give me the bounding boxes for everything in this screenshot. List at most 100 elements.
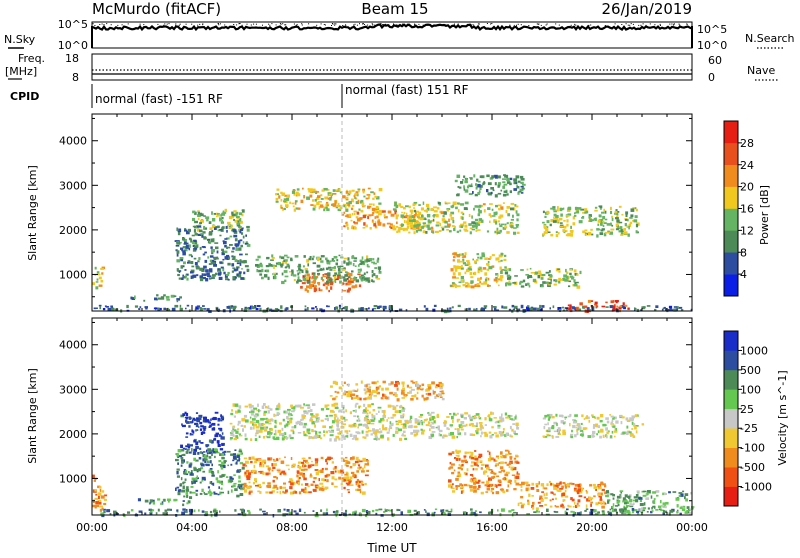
power-echo-pixel bbox=[474, 193, 478, 197]
power-echo-pixel bbox=[412, 227, 416, 231]
power-echo-pixel bbox=[220, 213, 223, 217]
power-echo-pixel bbox=[552, 305, 555, 309]
velocity-echo-pixel bbox=[367, 462, 369, 466]
velocity-echo-pixel bbox=[484, 417, 487, 421]
velocity-echo-pixel bbox=[474, 455, 477, 459]
velocity-echo-pixel bbox=[423, 509, 426, 511]
nsearch-point bbox=[478, 23, 480, 25]
velocity-echo-pixel bbox=[196, 469, 200, 472]
velocity-echo-pixel bbox=[475, 430, 479, 432]
power-echo-pixel bbox=[313, 277, 317, 280]
velocity-echo-pixel bbox=[297, 432, 302, 434]
velocity-echo-pixel bbox=[357, 459, 361, 463]
velocity-echo-pixel bbox=[201, 479, 204, 482]
power-echo-pixel bbox=[221, 248, 224, 252]
velocity-echo-pixel bbox=[183, 510, 188, 513]
velocity-echo-pixel bbox=[384, 509, 388, 512]
power-echo-pixel bbox=[178, 277, 183, 280]
power-echo-pixel bbox=[337, 208, 342, 212]
power-echo-pixel bbox=[234, 213, 238, 217]
velocity-echo-pixel bbox=[370, 419, 375, 422]
velocity-echo-pixel bbox=[469, 416, 472, 420]
power-echo-pixel bbox=[100, 279, 104, 283]
velocity-echo-pixel bbox=[454, 457, 457, 459]
velocity-echo-pixel bbox=[488, 511, 490, 515]
velocity-echo-pixel bbox=[201, 510, 205, 513]
velocity-echo-pixel bbox=[363, 409, 366, 413]
power-echo-pixel bbox=[484, 278, 488, 282]
velocity-echo-pixel bbox=[336, 391, 340, 394]
power-echo-pixel bbox=[568, 307, 571, 311]
power-echo-pixel bbox=[348, 261, 352, 265]
power-echo-pixel bbox=[420, 229, 422, 232]
velocity-echo-pixel bbox=[466, 451, 470, 454]
velocity-echo-pixel bbox=[313, 435, 318, 439]
velocity-echo-pixel bbox=[321, 478, 325, 481]
power-echo-pixel bbox=[326, 259, 329, 263]
power-echo-pixel bbox=[192, 274, 197, 278]
velocity-echo-pixel bbox=[221, 474, 225, 477]
power-echo-pixel bbox=[421, 214, 424, 217]
velocity-echo-pixel bbox=[478, 417, 482, 420]
power-echo-pixel bbox=[499, 266, 502, 270]
velocity-echo-pixel bbox=[355, 402, 359, 405]
velocity-echo-pixel bbox=[195, 446, 199, 450]
velocity-echo-pixel bbox=[443, 512, 446, 516]
power-echo-pixel bbox=[231, 270, 234, 273]
velocity-echo-pixel bbox=[176, 453, 180, 457]
velocity-echo-pixel bbox=[497, 479, 502, 483]
power-echo-pixel bbox=[486, 189, 489, 193]
power-echo-pixel bbox=[558, 217, 563, 221]
power-echo-pixel bbox=[203, 225, 206, 229]
velocity-echo-pixel bbox=[430, 416, 433, 419]
nsearch-point bbox=[202, 24, 204, 26]
velocity-echo-pixel bbox=[296, 474, 299, 478]
power-echo-pixel bbox=[221, 216, 224, 220]
power-echo-pixel bbox=[176, 268, 179, 272]
velocity-echo-pixel bbox=[400, 392, 405, 395]
velocity-echo-pixel bbox=[302, 472, 305, 475]
velocity-echo-pixel bbox=[334, 478, 338, 481]
power-echo-pixel bbox=[211, 211, 213, 215]
velocity-echo-pixel bbox=[378, 508, 383, 511]
velocity-echo-pixel bbox=[500, 455, 503, 458]
power-echo-pixel bbox=[402, 227, 405, 232]
velocity-echo-pixel bbox=[682, 490, 685, 493]
velocity-echo-pixel bbox=[127, 511, 131, 514]
power-echo-pixel bbox=[396, 221, 398, 225]
power-echo-pixel bbox=[185, 274, 187, 278]
velocity-echo-pixel bbox=[476, 428, 480, 431]
velocity-echo-pixel bbox=[214, 455, 216, 459]
power-echo-pixel bbox=[284, 254, 288, 257]
velocity-echo-pixel bbox=[530, 487, 535, 490]
power-echo-pixel bbox=[339, 276, 342, 280]
power-echo-pixel bbox=[676, 306, 679, 310]
velocity-echo-pixel bbox=[301, 457, 306, 460]
power-echo-pixel bbox=[615, 217, 619, 220]
power-echo-pixel bbox=[667, 309, 671, 311]
power-echo-pixel bbox=[254, 305, 257, 309]
power-echo-pixel bbox=[182, 246, 186, 248]
power-echo-pixel bbox=[199, 307, 203, 311]
velocity-echo-pixel bbox=[463, 483, 468, 487]
velocity-echo-pixel bbox=[601, 492, 603, 496]
velocity-echo-pixel bbox=[661, 505, 665, 507]
velocity-echo-pixel bbox=[238, 405, 242, 409]
velocity-echo-pixel bbox=[520, 505, 524, 509]
velocity-echo-pixel bbox=[517, 502, 520, 507]
velocity-echo-pixel bbox=[357, 467, 360, 470]
power-echo-pixel bbox=[450, 211, 455, 215]
velocity-echo-pixel bbox=[194, 477, 198, 481]
velocity-echo-pixel bbox=[181, 454, 186, 456]
velocity-echo-pixel bbox=[429, 424, 432, 428]
velocity-echo-pixel bbox=[310, 483, 314, 486]
velocity-echo-pixel bbox=[253, 470, 257, 474]
velocity-echo-pixel bbox=[334, 419, 339, 423]
velocity-echo-pixel bbox=[576, 502, 579, 505]
velocity-echo-pixel bbox=[219, 510, 221, 513]
velocity-echo-pixel bbox=[200, 431, 204, 435]
power-echo-pixel bbox=[565, 268, 567, 273]
velocity-echo-pixel bbox=[289, 491, 294, 495]
velocity-echo-pixel bbox=[506, 489, 509, 492]
power-echo-pixel bbox=[394, 211, 397, 215]
